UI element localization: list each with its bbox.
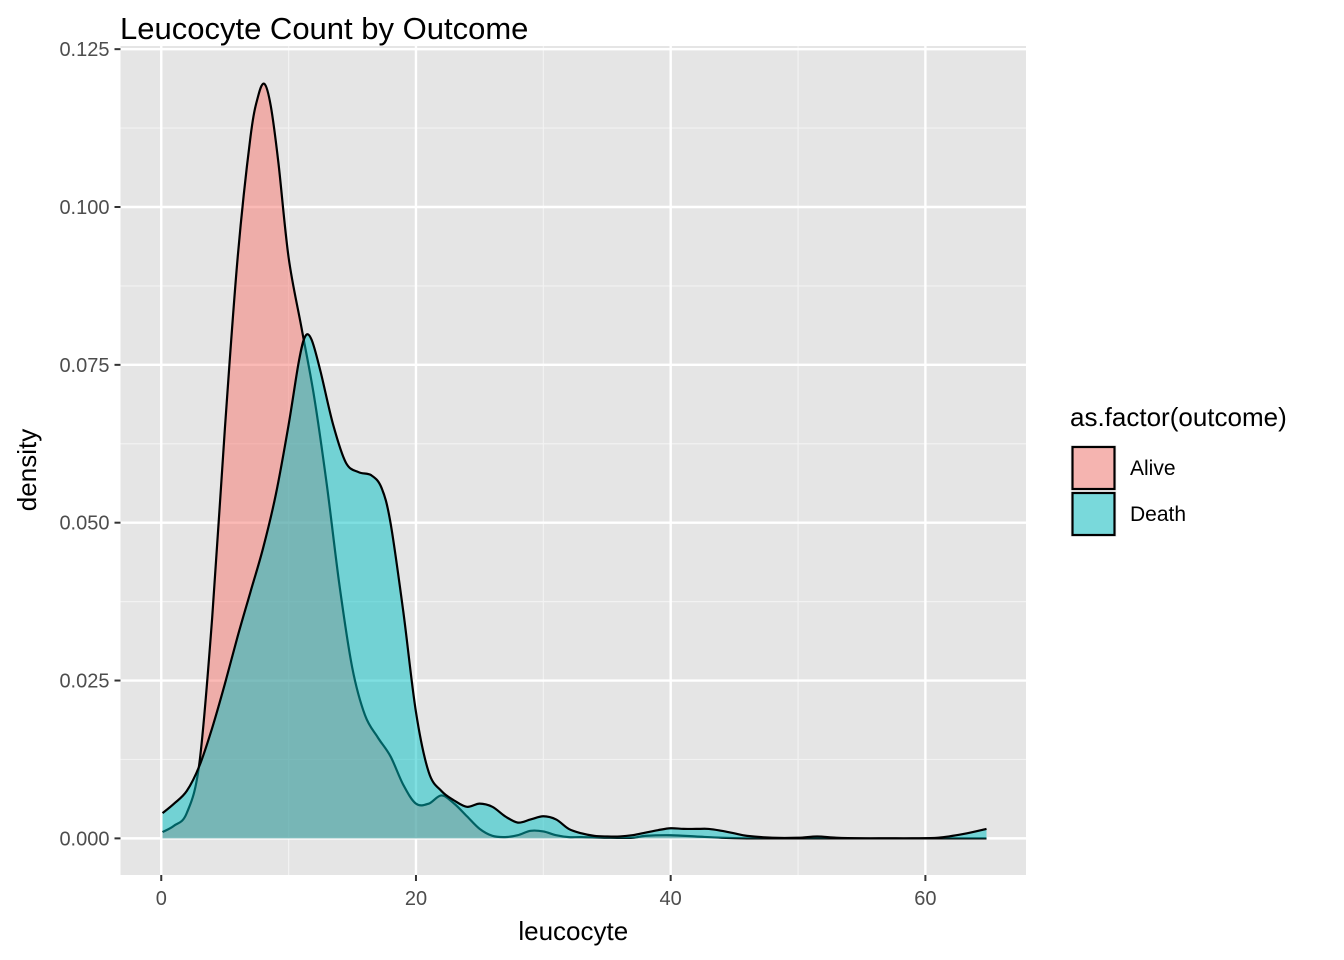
x-tick-label: 0 bbox=[156, 888, 167, 910]
density-areas bbox=[161, 82, 987, 840]
chart-title: Leucocyte Count by Outcome bbox=[120, 11, 528, 46]
x-axis: 0 20 40 60 bbox=[156, 875, 937, 910]
x-tick-label: 40 bbox=[660, 888, 682, 910]
y-axis: 0.000 0.025 0.050 0.075 0.100 0.125 bbox=[59, 39, 121, 850]
y-tick-label: 0.000 bbox=[59, 828, 109, 850]
y-tick-label: 0.025 bbox=[59, 671, 109, 693]
y-tick-label: 0.050 bbox=[59, 513, 109, 535]
y-axis-title: density bbox=[12, 429, 42, 511]
x-tick-label: 60 bbox=[914, 888, 936, 910]
legend-swatch-death bbox=[1071, 491, 1116, 537]
x-tick-label: 20 bbox=[405, 888, 427, 910]
legend-title: as.factor(outcome) bbox=[1070, 402, 1287, 432]
y-tick-label: 0.075 bbox=[59, 355, 109, 377]
legend-items: Alive Death bbox=[1070, 445, 1186, 537]
legend-label-alive: Alive bbox=[1130, 457, 1176, 480]
density-area-death bbox=[162, 334, 987, 839]
legend-label-death: Death bbox=[1130, 503, 1186, 526]
legend: as.factor(outcome) Alive Death bbox=[1070, 402, 1287, 537]
x-axis-title: leucocyte bbox=[518, 916, 628, 946]
y-tick-label: 0.100 bbox=[59, 197, 109, 219]
legend-swatch-alive bbox=[1071, 445, 1116, 491]
y-tick-label: 0.125 bbox=[59, 39, 109, 61]
density-line-death bbox=[161, 333, 987, 840]
